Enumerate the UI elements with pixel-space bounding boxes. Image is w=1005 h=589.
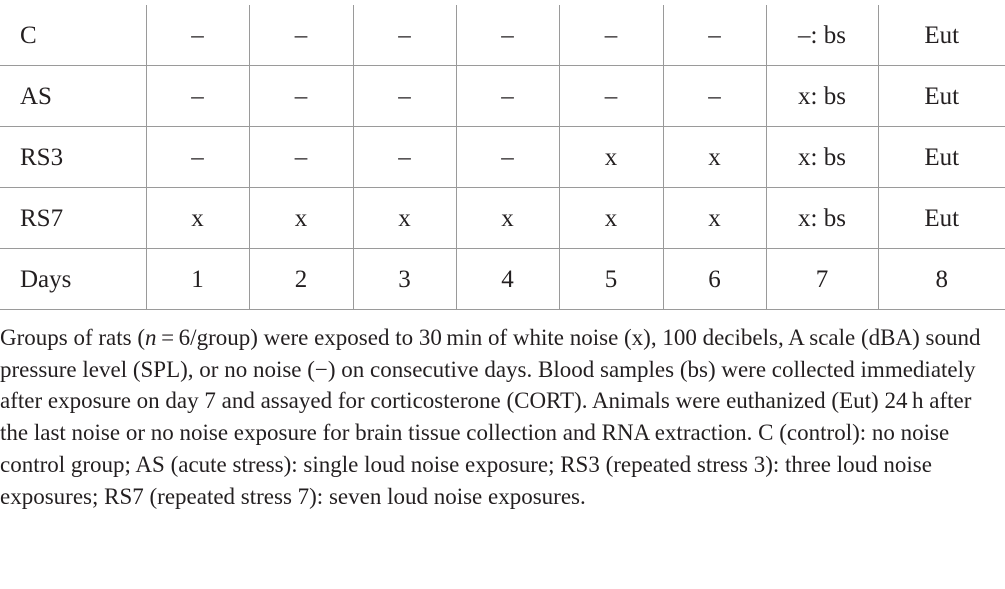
table-cell: – (145, 5, 250, 66)
table-row-days: Days 1 2 3 4 5 6 7 8 (0, 248, 1005, 310)
day-number: 4 (455, 248, 560, 310)
day-number: 3 (352, 248, 457, 310)
row-label: C (0, 5, 147, 66)
table-cell: – (145, 126, 250, 188)
table-cell: – (352, 126, 457, 188)
table-cell: – (662, 5, 767, 66)
table-cell: – (558, 65, 664, 127)
table-cell: x (248, 187, 354, 249)
row-label: RS7 (0, 187, 147, 249)
table-cell: x (558, 187, 664, 249)
table-cell: – (662, 65, 767, 127)
table-body: C – – – – – – –: bs Eut AS – – – – – – x… (0, 5, 1005, 310)
table-cell: – (455, 126, 560, 188)
table-row: RS7 x x x x x x x: bs Eut (0, 187, 1005, 249)
table-cell: Eut (877, 126, 1005, 188)
table-cell: Eut (877, 187, 1005, 249)
footnote-text: Groups of rats ( (0, 325, 145, 350)
table-row: C – – – – – – –: bs Eut (0, 5, 1005, 66)
table-cell: x: bs (765, 126, 879, 188)
table-cell: – (558, 5, 664, 66)
table-footnote: Groups of rats (n = 6/group) were expose… (0, 322, 1005, 512)
table-row: AS – – – – – – x: bs Eut (0, 65, 1005, 127)
exposure-schedule-table: C – – – – – – –: bs Eut AS – – – – – – x… (0, 5, 1005, 310)
table-cell: x (455, 187, 560, 249)
table-cell: Eut (877, 5, 1005, 66)
table-cell: – (248, 126, 354, 188)
table-row: RS3 – – – – x x x: bs Eut (0, 126, 1005, 188)
table-cell: x (558, 126, 664, 188)
day-number: 8 (877, 248, 1005, 310)
table-cell: – (145, 65, 250, 127)
day-number: 7 (765, 248, 879, 310)
row-label: Days (0, 248, 147, 310)
table-cell: x (145, 187, 250, 249)
schedule-table-container: C – – – – – – –: bs Eut AS – – – – – – x… (0, 5, 1005, 310)
table-cell: x (352, 187, 457, 249)
table-cell: – (248, 5, 354, 66)
table-cell: x (662, 126, 767, 188)
n-symbol: n (145, 325, 157, 350)
table-cell: – (352, 65, 457, 127)
day-number: 1 (145, 248, 250, 310)
table-cell: x (662, 187, 767, 249)
row-label: AS (0, 65, 147, 127)
table-cell: – (248, 65, 354, 127)
day-number: 5 (558, 248, 664, 310)
table-cell: – (455, 65, 560, 127)
table-cell: – (352, 5, 457, 66)
day-number: 2 (248, 248, 354, 310)
day-number: 6 (662, 248, 767, 310)
table-cell: Eut (877, 65, 1005, 127)
table-cell: x: bs (765, 65, 879, 127)
table-cell: x: bs (765, 187, 879, 249)
table-cell: – (455, 5, 560, 66)
row-label: RS3 (0, 126, 147, 188)
footnote-text: = 6/group) were exposed to 30 min of whi… (0, 325, 981, 509)
table-cell: –: bs (765, 5, 879, 66)
